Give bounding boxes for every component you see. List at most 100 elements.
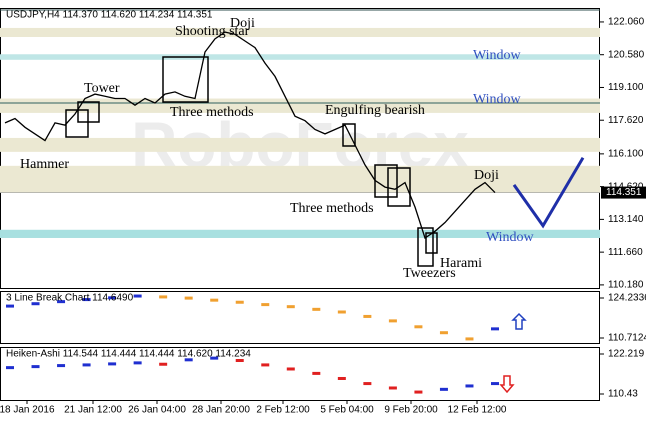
zone — [0, 229, 600, 238]
x-tick-label: 18 Jan 2016 — [0, 405, 55, 416]
panel-frame — [0, 291, 600, 344]
y-tick-label: 111.660 — [608, 247, 643, 258]
panel-title: USDJPY,H4 114.370 114.620 114.234 114.35… — [6, 10, 213, 21]
x-tick-label: 12 Feb 12:00 — [448, 405, 507, 416]
indicator-mark — [312, 371, 321, 375]
indicator-mark — [491, 382, 499, 386]
indicator-mark — [414, 390, 423, 394]
indicator-mark — [184, 296, 193, 300]
pattern-box — [342, 123, 356, 147]
panel-title: Heiken-Ashi 114.544 114.444 114.444 114.… — [6, 349, 251, 360]
indicator-mark — [465, 337, 474, 341]
indicator-mark — [31, 365, 40, 369]
y-tick-label: 124.2336 — [608, 293, 646, 304]
pattern-boxes — [65, 56, 438, 267]
y-tick-label: 110.43 — [608, 389, 638, 400]
x-tick-label: 21 Jan 12:00 — [64, 405, 122, 416]
indicator-mark — [108, 362, 117, 366]
y-tick-label: 122.219 — [608, 349, 645, 360]
indicator-mark — [388, 386, 397, 390]
y-tick-label: 117.620 — [608, 115, 644, 126]
indicator-mark — [133, 361, 142, 365]
y-tick-label: 116.100 — [608, 149, 644, 160]
pattern-box — [77, 101, 100, 123]
indicator-mark — [261, 303, 270, 307]
indicator-mark — [159, 295, 168, 299]
annotation: Three methods — [290, 201, 374, 216]
indicator-mark — [235, 359, 244, 363]
pattern-box — [387, 167, 411, 207]
panel-frame — [0, 347, 600, 401]
indicator-mark — [57, 300, 66, 304]
pattern-box — [65, 109, 89, 138]
indicator-mark — [286, 305, 295, 309]
indicator-mark — [82, 298, 91, 302]
indicator-mark — [337, 310, 346, 314]
annotation: Tweezers — [403, 266, 456, 281]
pattern-box — [425, 232, 438, 254]
indicator-mark — [439, 387, 448, 391]
x-tick-label: 5 Feb 04:00 — [320, 405, 374, 416]
indicator-mark — [261, 363, 270, 367]
indicator-mark — [312, 307, 321, 311]
y-tick-label: 110.7124 — [608, 333, 646, 344]
annotation: Shooting star — [175, 24, 250, 39]
indicator-mark — [82, 363, 91, 367]
current-price-label: 114.351 — [606, 187, 642, 198]
panel-title: 3 Line Break Chart 114.6490 — [6, 293, 134, 304]
x-tick-label: 2 Feb 12:00 — [256, 405, 310, 416]
y-tick-label: 120.580 — [608, 49, 645, 60]
indicator-mark — [210, 298, 219, 302]
annotation: Tower — [84, 81, 120, 96]
y-tick-label: 110.180 — [608, 280, 644, 291]
x-tick-label: 9 Feb 20:00 — [384, 405, 438, 416]
indicator-mark — [491, 327, 499, 331]
indicator-mark — [6, 304, 14, 308]
indicator-mark — [210, 356, 219, 360]
indicator-mark — [363, 314, 372, 318]
indicator-mark — [235, 300, 244, 304]
current-price-box — [601, 186, 646, 199]
annotation: Window — [473, 92, 522, 107]
annotation: Window — [473, 48, 522, 63]
indicator-mark — [133, 294, 142, 298]
annotation: Doji — [474, 168, 499, 183]
y-tick-label: 113.140 — [608, 214, 644, 225]
annotation: Window — [486, 230, 535, 245]
zone — [0, 54, 600, 60]
down-arrow-icon — [499, 375, 515, 394]
indicator-mark — [31, 302, 40, 306]
zone — [0, 27, 600, 37]
pattern-box — [417, 227, 434, 267]
pattern-box — [374, 164, 398, 198]
annotation: Three methods — [170, 105, 254, 120]
indicator-mark — [57, 364, 66, 368]
indicator-mark — [6, 366, 14, 370]
annotation: Engulfing bearish — [325, 103, 425, 118]
indicator-mark — [439, 331, 448, 335]
price-line — [4, 31, 496, 240]
annotation: Doji — [230, 16, 255, 31]
pattern-box — [162, 56, 209, 103]
indicator-mark — [363, 382, 372, 386]
zone — [0, 98, 600, 113]
indicator-mark — [159, 362, 168, 366]
annotation: Harami — [440, 256, 482, 271]
zone — [0, 165, 600, 193]
indicator-mark — [388, 319, 397, 323]
indicator-mark — [337, 376, 346, 380]
indicator-mark — [414, 325, 423, 329]
indicator-mark — [108, 296, 117, 300]
up-arrow-icon — [511, 312, 527, 330]
x-tick-label: 26 Jan 04:00 — [128, 405, 186, 416]
forecast-line — [512, 157, 585, 229]
indicator-mark — [286, 367, 295, 371]
annotation: Hammer — [20, 157, 69, 172]
y-tick-label: 119.100 — [608, 82, 644, 93]
indicator-mark — [465, 384, 474, 388]
x-tick-label: 28 Jan 20:00 — [192, 405, 250, 416]
indicator-mark — [184, 358, 193, 362]
zone — [0, 137, 600, 152]
